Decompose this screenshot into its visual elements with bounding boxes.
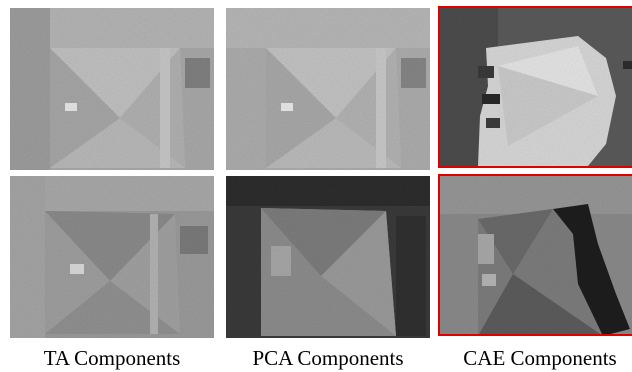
cae-component-image-1 — [438, 6, 632, 168]
ta-components-caption: TA Components — [43, 346, 181, 370]
cae-components-caption: CAE Components — [463, 346, 617, 370]
ta-component-image-2 — [10, 176, 214, 338]
cae-component-image-2 — [438, 174, 632, 336]
pca-component-image-1 — [226, 8, 430, 170]
ta-component-image-1 — [10, 8, 214, 170]
pca-components-caption: PCA Components — [252, 346, 404, 370]
pca-component-image-2 — [226, 176, 430, 338]
